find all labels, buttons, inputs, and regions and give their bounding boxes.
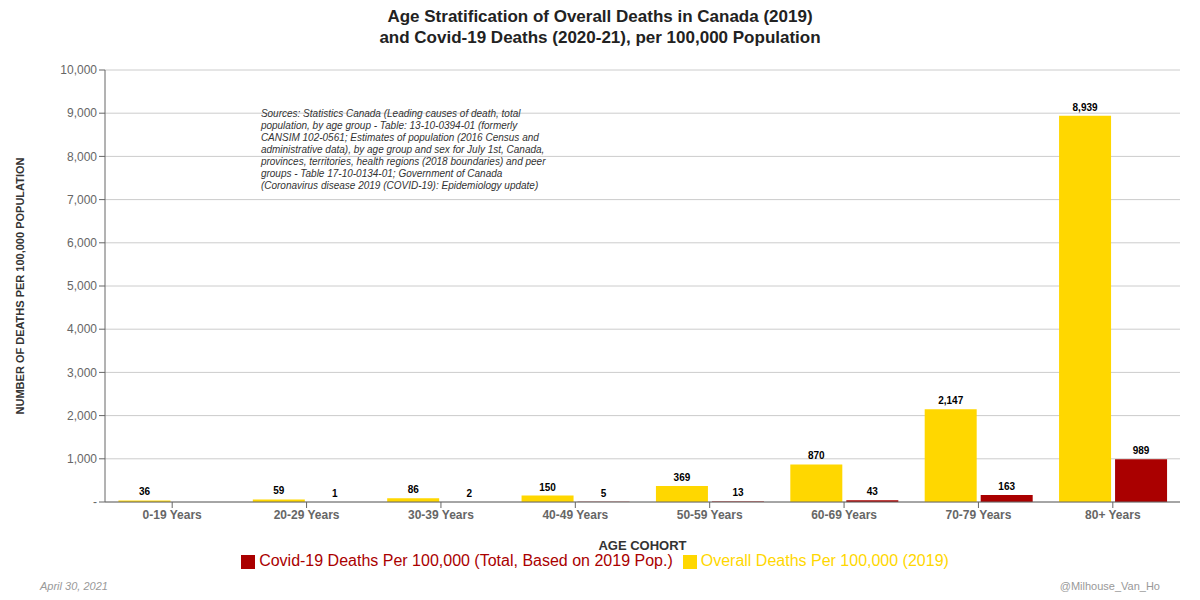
svg-text:989: 989	[1133, 445, 1150, 456]
svg-text:4,000: 4,000	[67, 322, 97, 336]
svg-text:1,000: 1,000	[67, 452, 97, 466]
svg-text:6,000: 6,000	[67, 236, 97, 250]
svg-text:40-49 Years: 40-49 Years	[542, 508, 608, 522]
svg-text:60-69 Years: 60-69 Years	[811, 508, 877, 522]
svg-text:2: 2	[466, 488, 472, 499]
html-text:Age Stratification of Overall: Age Stratification of Overall Deaths in …	[379, 7, 821, 47]
svg-text:8,939: 8,939	[1073, 102, 1098, 113]
html-text:@Milhouse_Van_Ho: @Milhouse_Van_Ho	[1059, 580, 1160, 592]
svg-text:59: 59	[273, 485, 285, 496]
svg-text:3,000: 3,000	[67, 366, 97, 380]
svg-text:43: 43	[867, 486, 879, 497]
svg-text:36: 36	[139, 486, 151, 497]
html-text:Overall Deaths Per 100,000 (20: Overall Deaths Per 100,000 (2019)	[700, 552, 949, 569]
svg-text:NUMBER OF DEATHS PER 100,000 P: NUMBER OF DEATHS PER 100,000 POPULATION	[14, 157, 26, 414]
svg-text:8,000: 8,000	[67, 150, 97, 164]
svg-text:369: 369	[674, 472, 691, 483]
svg-text:10,000: 10,000	[60, 63, 97, 77]
svg-text:-: -	[93, 495, 97, 509]
svg-text:50-59 Years: 50-59 Years	[677, 508, 743, 522]
svg-text:1: 1	[332, 488, 338, 499]
html-text:April 30, 2021: April 30, 2021	[40, 580, 108, 592]
svg-text:20-29 Years: 20-29 Years	[274, 508, 340, 522]
svg-text:13: 13	[732, 487, 744, 498]
svg-text:7,000: 7,000	[67, 193, 97, 207]
svg-text:5: 5	[601, 488, 607, 499]
svg-text:150: 150	[539, 482, 556, 493]
svg-text:86: 86	[408, 484, 420, 495]
svg-text:AGE COHORT: AGE COHORT	[598, 538, 686, 553]
svg-text:80+ Years: 80+ Years	[1085, 508, 1141, 522]
svg-text:70-79 Years: 70-79 Years	[946, 508, 1012, 522]
svg-text:163: 163	[998, 481, 1015, 492]
svg-text:2,000: 2,000	[67, 409, 97, 423]
html-text:Covid-19 Deaths Per 100,000 (T: Covid-19 Deaths Per 100,000 (Total, Base…	[259, 552, 673, 569]
svg-text:0-19 Years: 0-19 Years	[143, 508, 202, 522]
svg-text:2,147: 2,147	[938, 395, 963, 406]
svg-text:30-39 Years: 30-39 Years	[408, 508, 474, 522]
html-text:Sources: Statistics Canada (Le: Sources: Statistics Canada (Leading caus…	[260, 108, 546, 191]
svg-text:5,000: 5,000	[67, 279, 97, 293]
svg-text:9,000: 9,000	[67, 106, 97, 120]
svg-text:870: 870	[808, 450, 825, 461]
